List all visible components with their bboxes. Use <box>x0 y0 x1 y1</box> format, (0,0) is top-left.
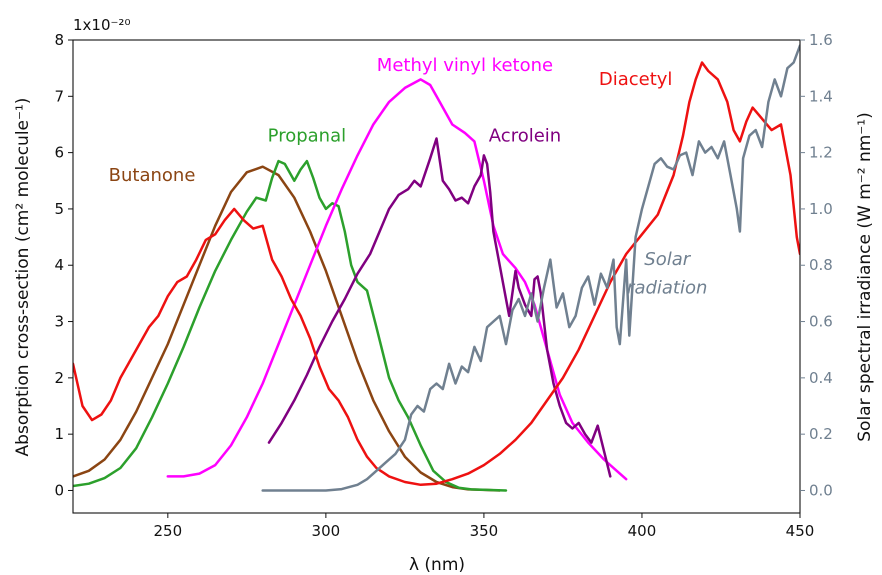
series-label-methyl-vinyl-ketone: Methyl vinyl ketone <box>377 55 553 76</box>
y-left-tick-label: 6 <box>54 144 64 162</box>
x-tick-label: 350 <box>470 522 499 540</box>
y-left-tick-label: 4 <box>54 256 64 274</box>
x-tick-label: 450 <box>786 522 815 540</box>
y-right-tick-label: 0.6 <box>809 313 833 331</box>
series-line-propanal <box>73 159 508 492</box>
series-label-radiation: radiation <box>627 277 707 298</box>
series-line-butanone <box>73 165 501 492</box>
y-left-tick-label: 0 <box>54 481 64 499</box>
x-axis-label: λ (nm) <box>409 555 465 575</box>
y-axis-left: 0 1 2 3 4 5 6 7 8 <box>54 31 73 499</box>
y-left-tick-label: 2 <box>54 369 64 387</box>
y-left-tick-label: 8 <box>54 31 64 49</box>
y-left-tick-label: 7 <box>54 87 64 105</box>
series-line-acrolein <box>267 137 612 478</box>
y-right-tick-label: 1.2 <box>809 144 833 162</box>
series-label-acrolein: Acrolein <box>489 125 561 146</box>
y-axis-left-label: Absorption cross-section (cm² molecule⁻¹… <box>13 98 33 457</box>
y-multiplier: 1x10⁻²⁰ <box>73 16 130 34</box>
series-layer <box>73 44 800 492</box>
plot-frame <box>72 39 801 514</box>
y-axis-right-label: Solar spectral irradiance (W m⁻² nm⁻¹) <box>855 112 875 441</box>
y-left-tick-label: 3 <box>54 313 64 331</box>
y-left-tick-label: 5 <box>54 200 64 218</box>
series-label-butanone: Butanone <box>109 165 196 186</box>
series-label-solar: Solar <box>644 249 691 270</box>
series-label-diacetyl: Diacetyl <box>599 69 673 90</box>
series-line-solar-radiation <box>261 44 800 492</box>
x-tick-label: 400 <box>628 522 657 540</box>
y-right-tick-label: 0.0 <box>809 481 833 499</box>
y-right-tick-label: 1.4 <box>809 87 833 105</box>
x-tick-label: 250 <box>154 522 183 540</box>
series-labels: Butanone Propanal Methyl vinyl ketone Acrol… <box>109 55 708 298</box>
y-right-tick-label: 0.4 <box>809 369 833 387</box>
y-left-tick-label: 1 <box>54 425 64 443</box>
y-right-tick-label: 0.8 <box>809 256 833 274</box>
y-axis-right: 0.0 0.2 0.4 0.6 0.8 1.0 1.2 1.4 1.6 <box>800 31 833 499</box>
x-axis: 250 300 350 400 450 <box>154 513 815 540</box>
y-right-tick-label: 1.0 <box>809 200 833 218</box>
series-line-diacetyl <box>73 61 800 487</box>
y-right-tick-label: 1.6 <box>809 31 833 49</box>
x-tick-label: 300 <box>312 522 341 540</box>
series-label-propanal: Propanal <box>268 125 346 146</box>
y-right-tick-label: 0.2 <box>809 425 833 443</box>
series-line-methyl-vinyl-ketone <box>166 78 628 481</box>
